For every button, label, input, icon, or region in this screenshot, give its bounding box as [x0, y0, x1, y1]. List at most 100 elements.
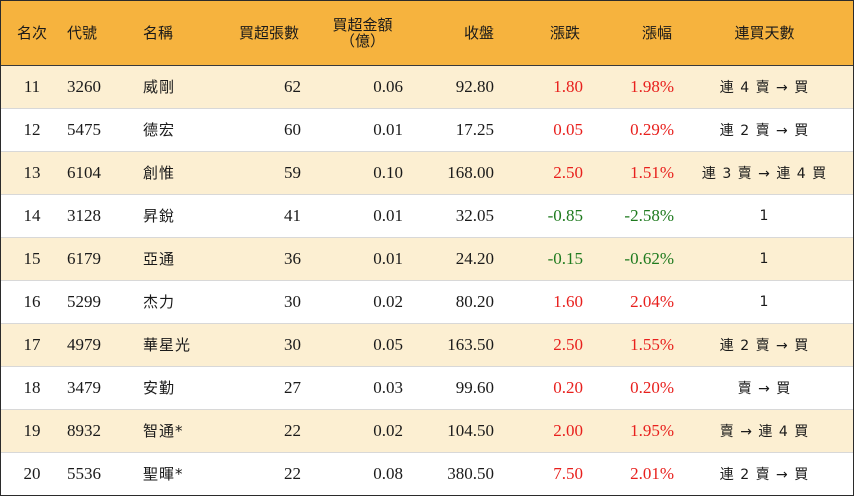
- table-row: 11 3260 威剛 62 0.06 92.80 1.80 1.98% 連 4 …: [1, 65, 853, 109]
- cell-change-pct: 1.95%: [586, 409, 676, 453]
- cell-rank: 12: [1, 108, 63, 152]
- cell-change-pct: -2.58%: [586, 194, 676, 238]
- cell-net-buy-lots: 62: [211, 65, 303, 109]
- cell-rank: 14: [1, 194, 63, 238]
- cell-code: 5475: [63, 108, 129, 152]
- header-net-buy-amount-line2: （億）: [339, 31, 385, 50]
- cell-rank: 18: [1, 366, 63, 410]
- cell-name: 安勤: [129, 366, 211, 410]
- cell-net-buy-amount: 0.02: [303, 280, 406, 324]
- cell-net-buy-lots: 22: [211, 409, 303, 453]
- header-net-buy-lots: 買超張數: [211, 1, 303, 66]
- cell-consecutive-days: 1: [676, 280, 853, 324]
- cell-net-buy-amount: 0.01: [303, 108, 406, 152]
- cell-change: -0.85: [496, 194, 586, 238]
- table-row: 16 5299 杰力 30 0.02 80.20 1.60 2.04% 1: [1, 280, 853, 324]
- cell-change-pct: 2.01%: [630, 463, 674, 483]
- table-row: 15 6179 亞通 36 0.01 24.20 -0.15 -0.62% 1: [1, 237, 853, 281]
- cell-code: 3479: [63, 366, 129, 410]
- cell-net-buy-amount: 0.06: [303, 65, 406, 109]
- cell-change: 0.20: [496, 366, 586, 410]
- cell-net-buy-amount: 0.01: [303, 194, 406, 238]
- cell-change: 7.50: [553, 463, 583, 483]
- header-close: 收盤: [406, 1, 496, 66]
- cell-consecutive-days: 連 3 賣 → 連 4 買: [676, 151, 853, 195]
- cell-change: 1.60: [496, 280, 586, 324]
- cell-net-buy-lots: 27: [211, 366, 303, 410]
- cell-name: 亞通: [129, 237, 211, 281]
- cell-consecutive-days: 賣 → 買: [676, 366, 853, 410]
- cell-change: 2.50: [496, 323, 586, 367]
- cell-close: 17.25: [406, 108, 496, 152]
- cell-rank: 19: [1, 409, 63, 453]
- cell-net-buy-lots: 59: [211, 151, 303, 195]
- cell-change: 1.80: [496, 65, 586, 109]
- table-row: 14 3128 昇銳 41 0.01 32.05 -0.85 -2.58% 1: [1, 194, 853, 238]
- cell-close: 168.00: [406, 151, 496, 195]
- cell-net-buy-lots: 41: [211, 194, 303, 238]
- cell-close: 80.20: [406, 280, 496, 324]
- header-consecutive-days: 連買天數: [676, 1, 853, 66]
- cell-change-pct: 0.29%: [586, 108, 676, 152]
- cell-change-pct: 1.51%: [586, 151, 676, 195]
- cell-consecutive-days: 連 2 賣 → 買: [676, 108, 853, 152]
- cell-consecutive-days: 賣 → 連 4 買: [676, 409, 853, 453]
- cell-change: 2.50: [496, 151, 586, 195]
- cell-consecutive-days: 連 2 賣 → 買: [719, 466, 810, 483]
- cell-net-buy-amount: 0.02: [303, 409, 406, 453]
- header-code: 代號: [63, 1, 129, 66]
- table-row: 13 6104 創惟 59 0.10 168.00 2.50 1.51% 連 3…: [1, 151, 853, 195]
- header-row: 名次 代號 名稱 買超張數 買超金額 （億） 收盤 漲跌 漲幅 連買天數: [1, 1, 853, 66]
- cell-net-buy-amount: 0.05: [303, 323, 406, 367]
- cell-code: 6179: [63, 237, 129, 281]
- cell-net-buy-amount: 0.01: [303, 237, 406, 281]
- cell-change-pct: 2.04%: [586, 280, 676, 324]
- cell-code: 6104: [63, 151, 129, 195]
- cell-name: 華星光: [129, 323, 211, 367]
- cell-close: 104.50: [406, 409, 496, 453]
- cell-code: 4979: [63, 323, 129, 367]
- cell-change-pct: 1.55%: [586, 323, 676, 367]
- cell-change-pct: -0.62%: [586, 237, 676, 281]
- cell-close: 24.20: [406, 237, 496, 281]
- cell-code: 3260: [63, 65, 129, 109]
- cell-change: 0.05: [496, 108, 586, 152]
- cell-code: 5536: [67, 463, 101, 483]
- cell-code: 5299: [63, 280, 129, 324]
- cell-close: 163.50: [406, 323, 496, 367]
- cell-name: 智通*: [129, 409, 211, 453]
- header-name: 名稱: [129, 1, 211, 66]
- cell-change: 2.00: [496, 409, 586, 453]
- cell-consecutive-days: 連 2 賣 → 買: [676, 323, 853, 367]
- cell-rank: 11: [1, 65, 63, 109]
- cell-net-buy-lots: 22: [284, 463, 301, 483]
- cell-close: 92.80: [406, 65, 496, 109]
- cell-rank: 13: [1, 151, 63, 195]
- cell-close: 380.50: [447, 463, 494, 483]
- cell-change-pct: 1.98%: [586, 65, 676, 109]
- cell-change: -0.15: [496, 237, 586, 281]
- cell-rank: 17: [1, 323, 63, 367]
- cell-net-buy-amount: 0.03: [303, 366, 406, 410]
- cell-change-pct: 0.20%: [586, 366, 676, 410]
- header-rank: 名次: [1, 1, 63, 66]
- cell-code: 3128: [63, 194, 129, 238]
- cell-consecutive-days: 1: [676, 194, 853, 238]
- cell-name: 德宏: [129, 108, 211, 152]
- cell-net-buy-amount: 0.08: [373, 463, 403, 483]
- cell-rank: 16: [1, 280, 63, 324]
- table-row: 20 5536 聖暉* 22 0.08 380.50 7.50 2.01% 連 …: [1, 452, 853, 495]
- cell-net-buy-lots: 60: [211, 108, 303, 152]
- cell-rank: 15: [1, 237, 63, 281]
- cell-net-buy-amount: 0.10: [303, 151, 406, 195]
- cell-consecutive-days: 1: [676, 237, 853, 281]
- cell-close: 32.05: [406, 194, 496, 238]
- header-change-pct: 漲幅: [586, 1, 676, 66]
- cell-net-buy-lots: 36: [211, 237, 303, 281]
- cell-name: 聖暉*: [143, 465, 184, 484]
- cell-name: 杰力: [129, 280, 211, 324]
- cell-net-buy-lots: 30: [211, 280, 303, 324]
- header-net-buy-amount: 買超金額 （億）: [303, 1, 406, 66]
